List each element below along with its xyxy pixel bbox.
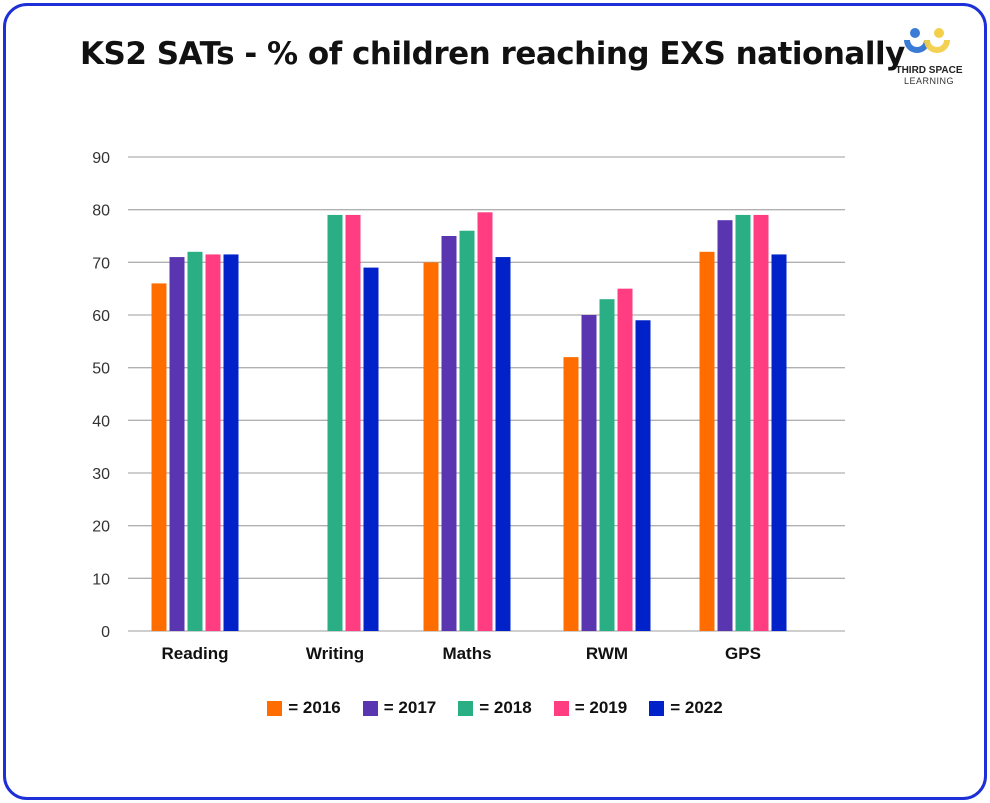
bar-reading-2019 [205,254,221,631]
legend-label: = 2022 [670,698,723,717]
bar-writing-2019 [345,214,361,631]
legend-swatch [649,700,665,716]
legend-swatch [458,700,474,716]
legend-label: = 2019 [574,698,628,717]
bar-reading-2017 [169,257,185,631]
bar-gps-2022 [771,254,787,631]
bar-rwm-2022 [635,320,651,631]
bar-maths-2019 [477,212,493,632]
legend-swatch [267,700,283,716]
bar-rwm-2019 [617,288,633,631]
legend-item: = 2017 [362,698,437,718]
bar-reading-2022 [223,254,239,631]
y-tick-label: 40 [92,413,110,430]
x-tick-label: Writing [306,644,364,663]
bar-gps-2016 [699,251,715,632]
y-tick-label: 80 [92,203,110,220]
bar-gps-2019 [753,214,769,631]
y-tick-label: 30 [92,466,110,483]
bar-rwm-2017 [581,315,597,631]
bar-writing-2022 [363,267,379,631]
bar-gps-2018 [735,214,751,631]
chart-card [3,3,987,800]
bar-writing-2018 [327,214,343,631]
y-tick-label: 90 [92,150,110,167]
x-tick-label: RWM [586,644,628,663]
bar-reading-2018 [187,251,203,632]
y-tick-label: 20 [92,519,110,536]
logo-icon [904,28,950,53]
x-tick-label: GPS [725,644,761,663]
bar-maths-2016 [423,262,439,631]
legend-item: = 2022 [649,698,723,718]
logo-text-line1: THIRD SPACE [895,65,963,76]
y-tick-label: 60 [92,308,110,325]
legend-item: = 2016 [267,698,341,718]
legend-label: = 2016 [288,698,341,717]
chart-title: KS2 SATs - % of children reaching EXS na… [80,36,905,72]
x-tick-label: Maths [442,644,491,663]
bar-reading-2016 [151,283,167,631]
bar-maths-2018 [459,230,475,631]
y-tick-label: 0 [101,624,110,641]
logo-text-line2: LEARNING [903,76,954,86]
x-tick-label: Reading [161,644,228,663]
bar-maths-2022 [495,257,511,631]
legend-swatch [362,700,378,716]
bar-gps-2017 [717,220,733,631]
legend-item: = 2018 [458,698,532,718]
third-space-learning-logo: THIRD SPACE LEARNING [884,26,974,86]
legend-label: = 2018 [479,698,532,717]
bar-maths-2017 [441,236,457,631]
legend-swatch [553,700,569,716]
y-tick-label: 50 [92,361,110,378]
y-tick-label: 10 [92,571,110,588]
bar-rwm-2016 [563,357,579,631]
legend-label: = 2017 [383,698,437,717]
legend-item: = 2019 [553,698,628,718]
legend: = 2016 = 2017 = 2018 = 2019 = 2022 [0,698,990,718]
y-tick-label: 70 [92,255,110,272]
bar-rwm-2018 [599,299,615,631]
